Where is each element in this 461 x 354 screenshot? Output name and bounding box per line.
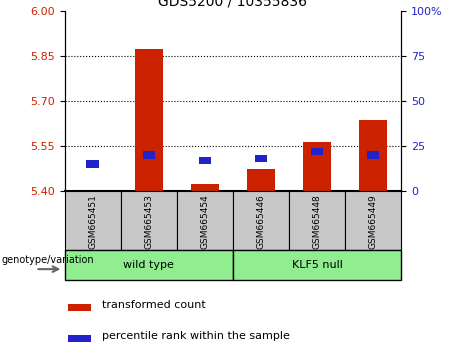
Bar [135, 49, 163, 191]
Text: genotype/variation: genotype/variation [1, 255, 94, 265]
Bar [233, 250, 401, 280]
Bar [68, 335, 91, 342]
Bar [65, 191, 121, 250]
Bar [233, 191, 289, 250]
Text: GSM665448: GSM665448 [313, 194, 321, 249]
Text: transformed count: transformed count [101, 301, 205, 310]
Bar [177, 191, 233, 250]
Text: GSM665454: GSM665454 [200, 194, 209, 249]
Bar [68, 304, 91, 312]
Text: wild type: wild type [123, 259, 174, 270]
Text: GSM665446: GSM665446 [256, 194, 266, 249]
Bar [254, 155, 267, 162]
Bar [65, 250, 233, 280]
Bar [121, 191, 177, 250]
Text: GSM665449: GSM665449 [368, 194, 378, 249]
Bar [289, 191, 345, 250]
Title: GDS5200 / 10355836: GDS5200 / 10355836 [158, 0, 307, 8]
Bar [311, 148, 323, 155]
Bar [86, 160, 99, 168]
Bar [345, 191, 401, 250]
Bar [359, 120, 387, 191]
Text: GSM665453: GSM665453 [144, 194, 153, 249]
Bar [247, 169, 275, 191]
Bar [367, 152, 379, 159]
Text: GSM665451: GSM665451 [88, 194, 97, 249]
Text: KLF5 null: KLF5 null [291, 259, 343, 270]
Bar [303, 142, 331, 191]
Bar [191, 184, 219, 191]
Bar [199, 157, 211, 164]
Bar [142, 152, 155, 159]
Text: percentile rank within the sample: percentile rank within the sample [101, 331, 290, 341]
Bar [78, 190, 106, 191]
